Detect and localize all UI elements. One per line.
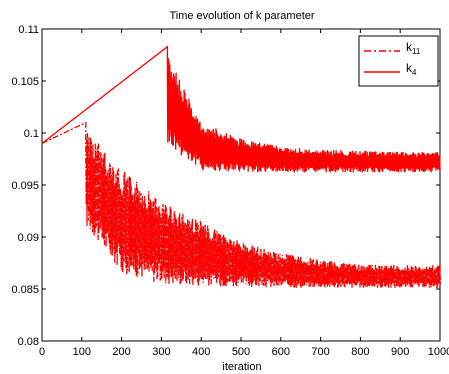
- legend-label-k4-sub: 4: [412, 68, 417, 77]
- series-line-k4: [41, 45, 441, 173]
- legend: k11 k4: [358, 35, 439, 87]
- series-layer: [41, 45, 442, 288]
- y-tick-label: 0.11: [18, 24, 39, 36]
- x-tick-label: 500: [232, 346, 250, 358]
- legend-label-k4: k4: [406, 61, 417, 77]
- y-tick-label: 0.085: [11, 284, 39, 296]
- y-tick-label: 0.095: [11, 180, 39, 192]
- x-tick-label: 200: [112, 346, 130, 358]
- series-line-k11: [41, 121, 442, 288]
- y-tick-label: 0.1: [24, 128, 39, 140]
- legend-label-k11-sub: 11: [412, 47, 421, 56]
- x-tick-label: 600: [272, 346, 290, 358]
- chart-title: Time evolution of k parameter: [169, 10, 314, 22]
- legend-label-k11: k11: [406, 40, 421, 56]
- x-axis-label: iteration: [222, 361, 261, 373]
- x-tick-label: 700: [311, 346, 329, 358]
- x-tick-label: 900: [391, 346, 409, 358]
- y-tick-label: 0.105: [11, 76, 39, 88]
- legend-label-k11-main: k: [406, 40, 413, 54]
- legend-label-k4-main: k: [406, 61, 413, 75]
- x-tick-label: 100: [73, 346, 91, 358]
- x-tick-label: 400: [192, 346, 210, 358]
- legend-box: [358, 35, 439, 87]
- x-tick-label: 300: [152, 346, 170, 358]
- x-tick-label: 0: [39, 346, 45, 358]
- x-tick-label: 800: [351, 346, 369, 358]
- y-tick-label: 0.08: [18, 336, 39, 348]
- y-tick-label: 0.09: [18, 232, 39, 244]
